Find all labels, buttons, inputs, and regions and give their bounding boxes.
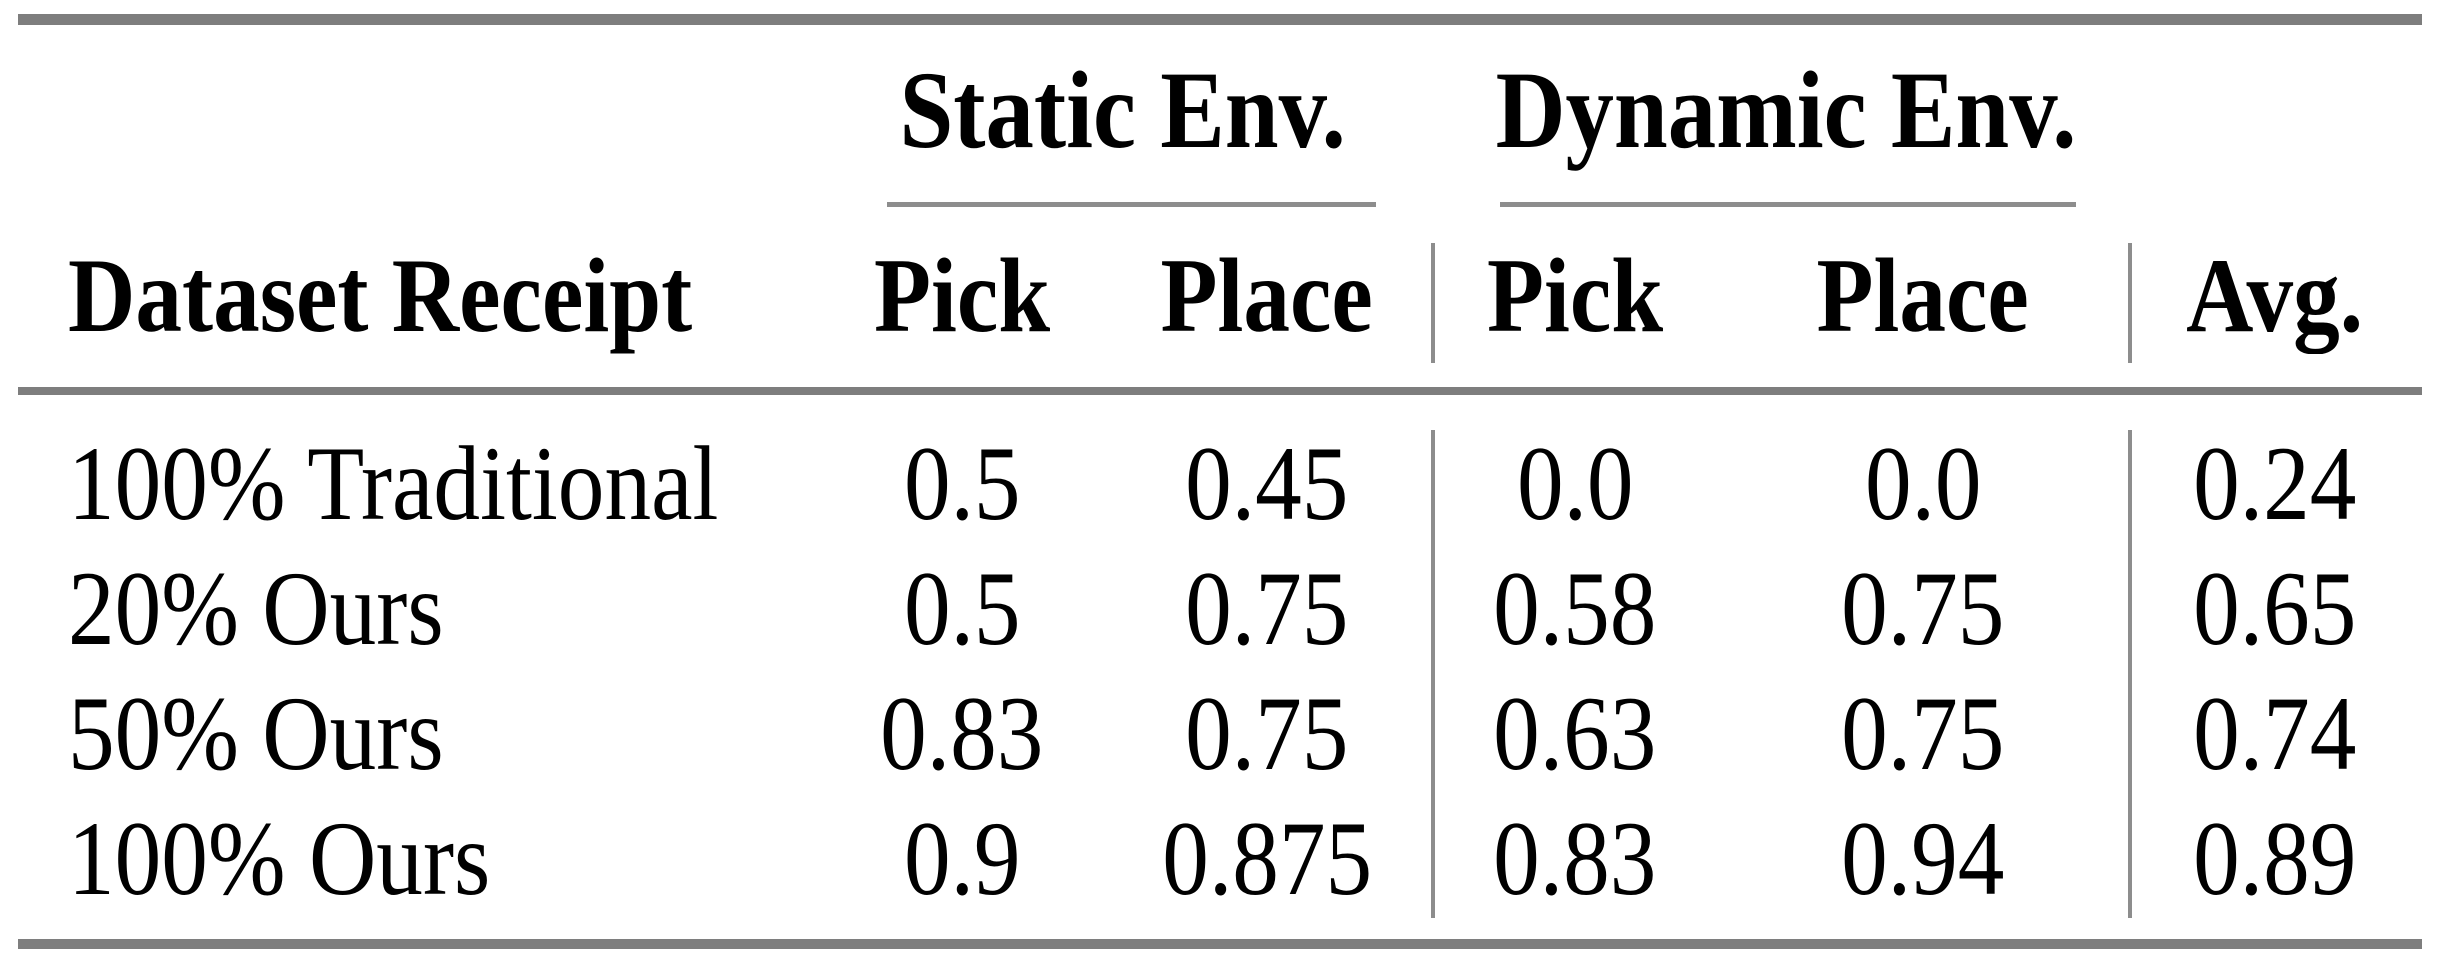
table-cell: 0.75 (1841, 674, 2005, 792)
table-row-label: 50% Ours (68, 674, 444, 792)
table-cell: 0.5 (903, 424, 1021, 542)
column-header-dynamic-place: Place (1816, 236, 2030, 354)
table-cell: 0.83 (880, 674, 1044, 792)
table-row-label: 100% Ours (68, 799, 491, 917)
table-cell: 0.63 (1493, 674, 1657, 792)
group-header-static-env: Static Env. (773, 48, 1473, 173)
table-cell: 0.5 (903, 549, 1021, 667)
column-header-static-pick: Pick (873, 236, 1051, 354)
table-cell: 0.65 (2193, 549, 2357, 667)
column-separator-avg-body (2128, 430, 2132, 918)
table-cell: 0.875 (1162, 799, 1372, 917)
column-header-avg: Avg. (2186, 236, 2364, 354)
table-cell: 0.9 (903, 799, 1021, 917)
table-cell: 0.75 (1185, 674, 1349, 792)
table-cell: 0.74 (2193, 674, 2357, 792)
table-cell: 0.0 (1864, 424, 1982, 542)
table-row-label: 20% Ours (68, 549, 444, 667)
table-header-rule (18, 387, 2422, 395)
column-header-static-place: Place (1160, 236, 1374, 354)
column-separator-static-dynamic-body (1431, 430, 1435, 918)
column-separator-avg-header (2128, 243, 2132, 363)
static-env-underline-rule (887, 202, 1376, 207)
table-cell: 0.58 (1493, 549, 1657, 667)
dynamic-env-underline-rule (1500, 202, 2076, 207)
table-cell: 0.75 (1841, 549, 2005, 667)
table-cell: 0.75 (1185, 549, 1349, 667)
column-separator-static-dynamic-header (1431, 243, 1435, 363)
group-header-dynamic-env-label: Dynamic Env. (1495, 49, 2077, 171)
table-cell: 0.45 (1185, 424, 1349, 542)
table-cell: 0.89 (2193, 799, 2357, 917)
table-cell: 0.83 (1493, 799, 1657, 917)
table-cell: 0.0 (1516, 424, 1634, 542)
table-cell: 0.94 (1841, 799, 2005, 917)
table-top-rule (18, 14, 2422, 25)
group-header-static-env-label: Static Env. (899, 49, 1347, 171)
table-row-label: 100% Traditional (68, 424, 719, 542)
table-bottom-rule (18, 939, 2422, 949)
column-header-dynamic-pick: Pick (1486, 236, 1664, 354)
column-header-dataset-receipt: Dataset Receipt (68, 236, 693, 354)
table-cell: 0.24 (2193, 424, 2357, 542)
group-header-dynamic-env: Dynamic Env. (1436, 48, 2136, 173)
